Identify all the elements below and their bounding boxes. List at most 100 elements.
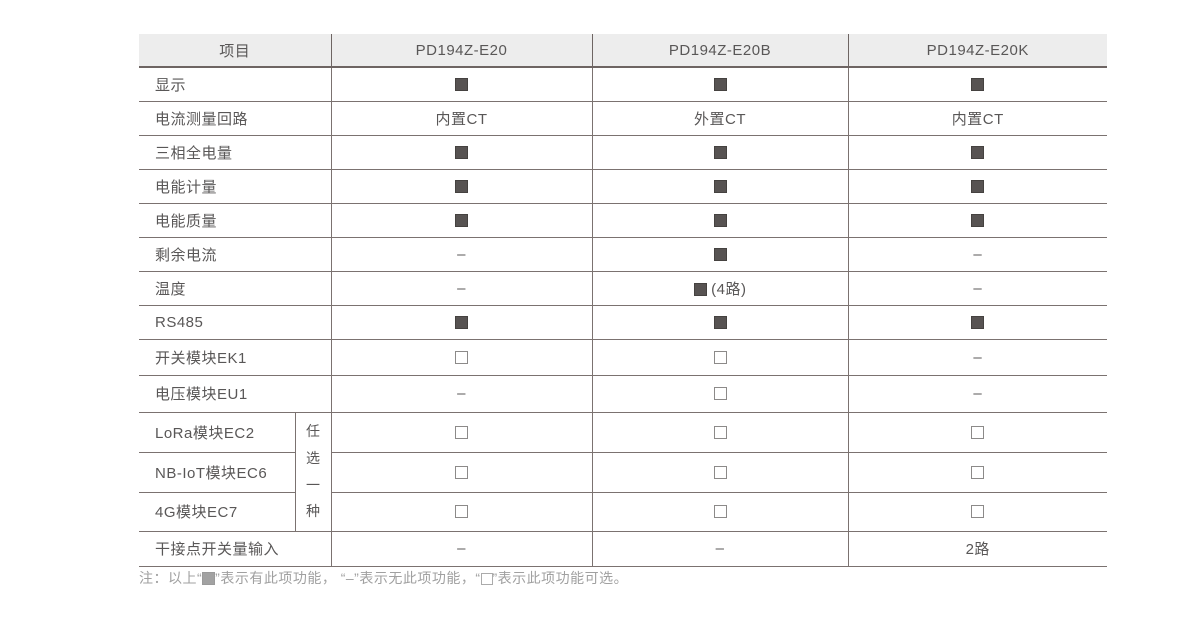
cell: [330, 452, 593, 493]
filled-square-icon: [713, 179, 727, 193]
empty-square-icon: [455, 505, 469, 518]
table-row: 温度 – (4路) –: [139, 271, 1108, 306]
row-label: LoRa模块EC2: [139, 412, 295, 453]
filled-square-icon: [713, 77, 727, 91]
cell: (4路): [591, 271, 849, 306]
table-row: LoRa模块EC2 任选一种: [139, 412, 1108, 532]
empty-square-icon: [480, 573, 493, 585]
row-label: 开关模块EK1: [139, 339, 332, 376]
cell: [847, 169, 1108, 204]
cell: –: [847, 271, 1108, 306]
cell: –: [330, 271, 593, 306]
filled-square-icon: [455, 315, 469, 329]
filled-square-icon: [713, 213, 727, 227]
filled-square-icon: [693, 282, 707, 296]
filled-square-icon: [455, 179, 469, 193]
row-label: 干接点开关量输入: [139, 531, 332, 567]
cell: 内置CT: [847, 101, 1108, 136]
table-row: 电压模块EU1– –: [139, 375, 1108, 413]
empty-square-icon: [713, 505, 727, 518]
table-row: 电能质量: [139, 203, 1108, 238]
header-product-pd194z-e20k: PD194Z-E20K: [847, 34, 1108, 68]
cell: [847, 452, 1108, 493]
row-label: 温度: [139, 271, 332, 306]
cell: –: [591, 531, 849, 567]
filled-square-icon: [971, 315, 985, 329]
header-item: 项目: [139, 34, 332, 68]
cell: [591, 492, 849, 532]
option-group-label: 任选一种: [306, 423, 320, 520]
row-label: 剩余电流: [139, 237, 332, 272]
cell: [591, 67, 849, 102]
table-row: 电能计量: [139, 169, 1108, 204]
row-label: RS485: [139, 305, 332, 340]
filled-square-icon: [971, 145, 985, 159]
cell: –: [330, 237, 593, 272]
filled-square-icon: [971, 77, 985, 91]
empty-square-icon: [455, 425, 469, 439]
empty-square-icon: [971, 425, 985, 439]
cell: [591, 452, 849, 493]
header-row: 项目 PD194Z-E20 PD194Z-E20B PD194Z-E20K: [139, 34, 1108, 68]
cell: [591, 203, 849, 238]
cell: 内置CT: [330, 101, 593, 136]
cell: [591, 412, 849, 453]
row-label: 电能计量: [139, 169, 332, 204]
filled-square-icon: [713, 247, 727, 261]
table-row: 4G模块EC7: [139, 492, 1108, 532]
filled-square-icon: [713, 315, 727, 329]
filled-square-icon: [455, 213, 469, 227]
cell: [591, 375, 849, 413]
cell: [330, 339, 593, 376]
header-product-pd194z-e20b: PD194Z-E20B: [591, 34, 849, 68]
footnote: 注：以上“ ”表示有此项功能， “–”表示无此项功能，“ ”表示此项功能可选。: [139, 570, 629, 586]
row-label: 电流测量回路: [139, 101, 332, 136]
cell: [330, 412, 593, 453]
cell: [591, 237, 849, 272]
feature-comparison-table: 项目 PD194Z-E20 PD194Z-E20B PD194Z-E20K 显示…: [139, 34, 1108, 567]
empty-square-icon: [713, 387, 727, 400]
cell: [847, 305, 1108, 340]
row-label: 4G模块EC7: [139, 492, 295, 532]
cell: –: [847, 375, 1108, 413]
filled-square-icon: [455, 145, 469, 159]
table-row: NB-IoT模块EC6: [139, 452, 1108, 493]
empty-square-icon: [971, 505, 985, 518]
row-label: NB-IoT模块EC6: [139, 452, 295, 493]
cell: [330, 67, 593, 102]
cell: [847, 412, 1108, 453]
cell: [330, 305, 593, 340]
cell: –: [847, 237, 1108, 272]
empty-square-icon: [455, 350, 469, 364]
table-row: 剩余电流 – –: [139, 237, 1108, 272]
cell: [330, 169, 593, 204]
filled-square-icon: [971, 213, 985, 227]
cell: [591, 305, 849, 340]
table-row: RS485: [139, 305, 1108, 340]
table-row: 三相全电量: [139, 135, 1108, 170]
filled-square-icon: [971, 179, 985, 193]
cell: –: [847, 339, 1108, 376]
filled-square-icon: [713, 145, 727, 159]
filled-square-icon: [202, 572, 216, 585]
empty-square-icon: [713, 425, 727, 439]
cell: [847, 203, 1108, 238]
cell: [330, 135, 593, 170]
empty-square-icon: [713, 350, 727, 364]
row-label: 电能质量: [139, 203, 332, 238]
row-label: 显示: [139, 67, 332, 102]
row-label: 电压模块EU1: [139, 375, 332, 413]
table-row: 显示: [139, 67, 1108, 102]
cell: 外置CT: [591, 101, 849, 136]
table-row: 电流测量回路 内置CT 外置CT 内置CT: [139, 101, 1108, 136]
cell: [591, 339, 849, 376]
cell: 2路: [847, 531, 1108, 567]
table-row: 开关模块EK1 –: [139, 339, 1108, 376]
cell: [847, 67, 1108, 102]
filled-square-icon: [455, 77, 469, 91]
empty-square-icon: [455, 465, 469, 479]
cell: [330, 492, 593, 532]
empty-square-icon: [713, 465, 727, 479]
cell: –: [330, 531, 593, 567]
